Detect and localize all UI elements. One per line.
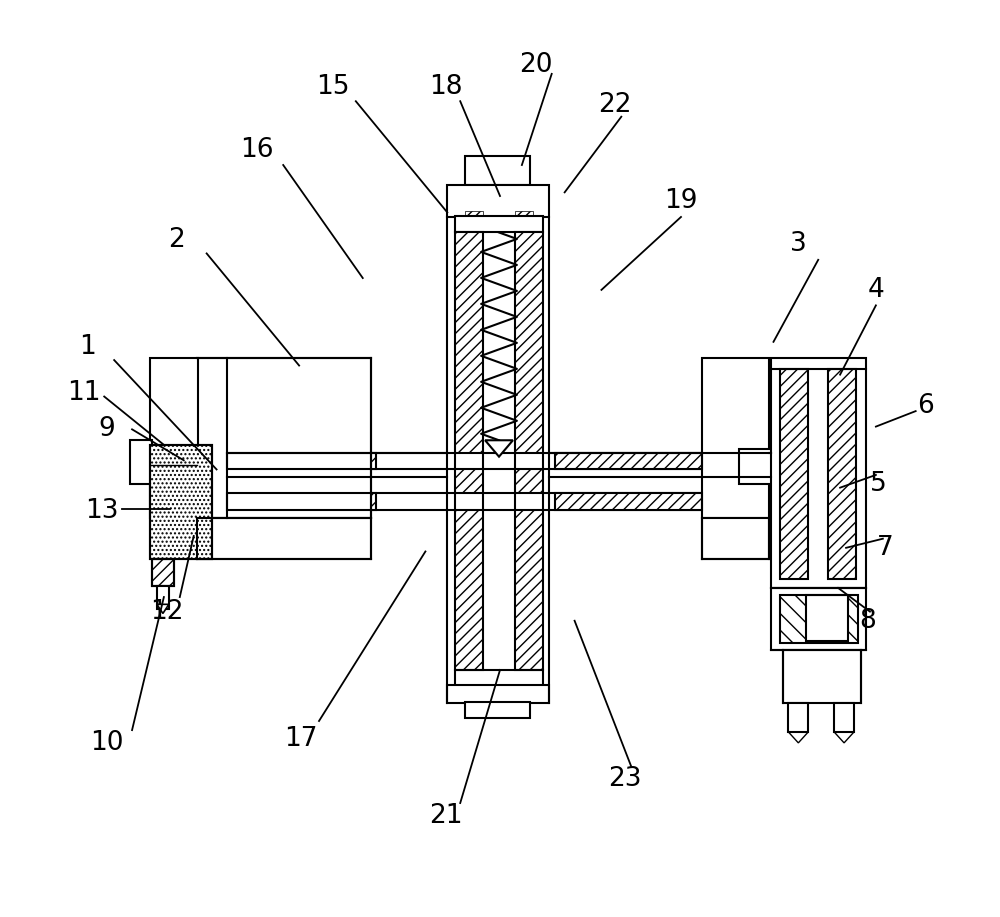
Bar [455,216,543,233]
Bar [515,211,533,222]
Text: 22: 22 [599,92,632,118]
Bar [197,518,371,558]
Bar [828,370,856,579]
Bar [788,702,808,732]
Text: 17: 17 [284,726,318,752]
Polygon shape [485,440,513,457]
Bar [771,588,866,650]
Bar [150,359,198,518]
Bar [465,702,530,718]
Bar [465,211,483,222]
Bar [555,493,702,510]
Text: 7: 7 [876,535,893,561]
Bar [828,370,856,579]
Bar [455,233,483,670]
Text: 18: 18 [430,73,463,100]
Bar [780,370,808,579]
Bar [555,493,702,510]
Bar [555,453,702,470]
Polygon shape [788,732,808,743]
Bar [771,359,866,588]
Bar [150,445,212,558]
Bar [150,445,212,558]
Text: 9: 9 [99,416,116,442]
Bar [702,518,769,558]
Bar [152,558,174,586]
Bar [808,370,828,579]
Bar [227,453,376,470]
Bar [152,558,174,586]
Bar [515,233,543,670]
Bar [834,702,854,732]
Bar [806,595,848,641]
Bar [447,684,549,702]
Text: 1: 1 [79,335,96,360]
Text: 4: 4 [868,277,884,303]
Text: 8: 8 [860,608,876,634]
Bar [515,233,543,670]
Polygon shape [157,604,169,613]
Bar [780,370,808,579]
Bar [150,445,212,558]
Text: 3: 3 [790,231,807,258]
Bar [555,453,702,470]
Text: 16: 16 [241,138,274,163]
Bar [702,359,769,518]
Text: 15: 15 [316,73,350,100]
Bar [455,233,483,670]
Bar [783,650,861,702]
Polygon shape [834,732,854,743]
Bar [455,670,543,686]
Bar [157,586,169,609]
Bar [130,440,152,484]
Text: 11: 11 [68,380,101,406]
Bar [197,359,371,518]
Bar [197,493,803,510]
Text: 20: 20 [519,51,553,78]
Bar [227,453,376,470]
Bar [465,156,530,185]
Text: 12: 12 [150,599,184,624]
Text: 23: 23 [609,767,642,792]
Bar [780,595,858,643]
Bar [780,595,858,643]
Bar [227,493,376,510]
Bar [739,449,780,484]
Text: 19: 19 [664,189,698,215]
Text: 21: 21 [430,802,463,829]
Bar [197,453,803,470]
Text: 13: 13 [85,498,119,525]
Bar [447,185,549,217]
Bar [227,493,376,510]
Text: 6: 6 [917,392,934,419]
Text: 2: 2 [168,226,185,253]
Text: 10: 10 [90,730,124,756]
Text: 5: 5 [870,471,886,497]
